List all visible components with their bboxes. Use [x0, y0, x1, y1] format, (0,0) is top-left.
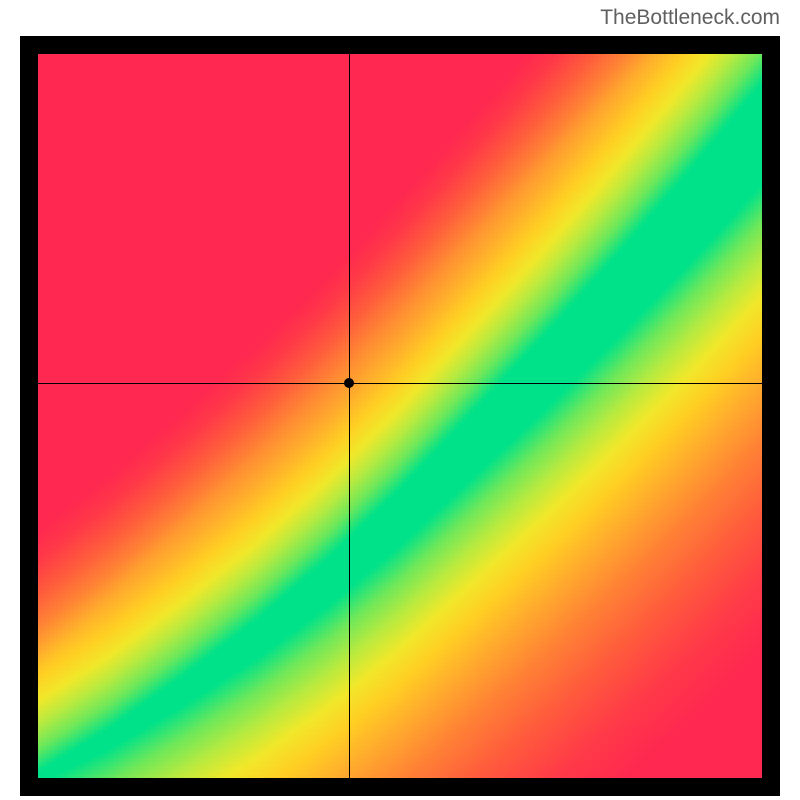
crosshair-marker-dot — [344, 378, 354, 388]
crosshair-vertical — [349, 54, 350, 778]
plot-frame — [20, 36, 780, 796]
crosshair-horizontal — [38, 383, 762, 384]
watermark-text: TheBottleneck.com — [600, 6, 780, 30]
plot-area — [38, 54, 762, 778]
bottleneck-heatmap — [38, 54, 762, 778]
